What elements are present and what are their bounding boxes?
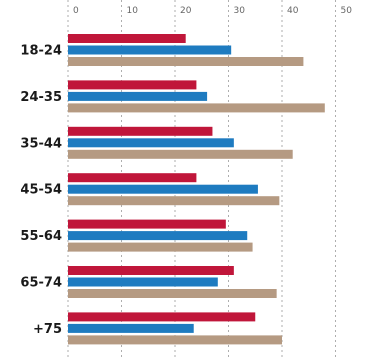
x-tick-label: 50 <box>341 6 353 16</box>
bar-45-54-series-1 <box>68 173 197 183</box>
bar-35-44-series-1 <box>68 126 213 136</box>
category-label: 55-64 <box>20 229 62 244</box>
bar-65-74-series-3 <box>68 289 277 298</box>
x-tick-label: 0 <box>73 6 79 16</box>
bar-+75-series-3 <box>68 335 282 345</box>
x-axis-ticks: 0 10 20 30 40 50 <box>73 6 352 16</box>
bar-65-74-series-1 <box>68 266 234 275</box>
bar-45-54-series-2 <box>68 184 258 194</box>
bar-55-64-series-1 <box>68 219 226 229</box>
bars <box>68 34 325 345</box>
bar-24-35-series-3 <box>68 103 325 113</box>
bar-35-44-series-3 <box>68 149 293 159</box>
bar-+75-series-2 <box>68 323 194 333</box>
x-tick-label: 30 <box>234 6 246 16</box>
x-tick-label: 40 <box>287 6 299 16</box>
bar-+75-series-1 <box>68 312 256 322</box>
bar-55-64-series-2 <box>68 231 248 241</box>
bar-18-24-series-1 <box>68 34 186 43</box>
bar-55-64-series-3 <box>68 242 253 252</box>
category-label: 18-24 <box>20 44 62 59</box>
category-label: +75 <box>33 322 62 337</box>
bar-18-24-series-3 <box>68 57 304 66</box>
bar-35-44-series-2 <box>68 138 234 148</box>
category-label: 24-35 <box>20 90 62 105</box>
bar-24-35-series-1 <box>68 80 197 90</box>
category-labels: 18-24 24-35 35-44 45-54 55-64 65-74 +75 <box>20 44 62 337</box>
bar-45-54-series-3 <box>68 196 280 206</box>
category-label: 45-54 <box>20 183 62 198</box>
x-tick-label: 20 <box>180 6 192 16</box>
category-label: 65-74 <box>20 276 62 291</box>
bar-65-74-series-2 <box>68 277 218 287</box>
bar-24-35-series-2 <box>68 91 208 101</box>
x-tick-label: 10 <box>127 6 139 16</box>
bar-18-24-series-2 <box>68 45 232 55</box>
category-label: 35-44 <box>20 136 62 151</box>
